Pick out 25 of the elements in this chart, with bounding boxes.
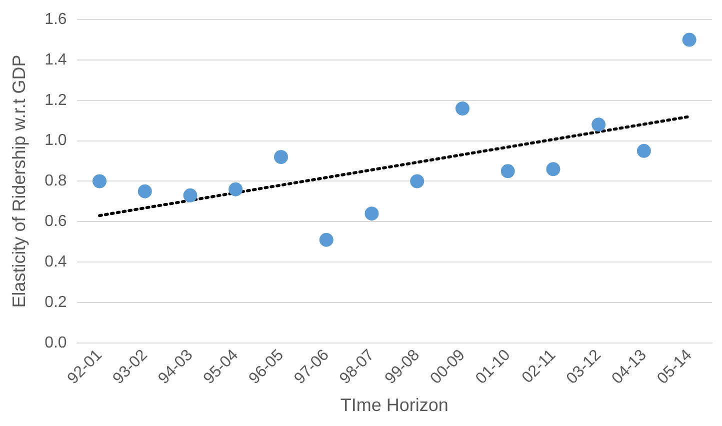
point bbox=[455, 102, 470, 116]
point bbox=[319, 232, 334, 247]
point bbox=[636, 144, 651, 158]
point bbox=[592, 118, 606, 132]
y-tick-label: 1.6 bbox=[44, 11, 67, 28]
y-tick-label: 0.4 bbox=[44, 253, 67, 270]
y-tick-label: 1.4 bbox=[44, 51, 67, 68]
y-tick-label: 0.6 bbox=[44, 213, 67, 230]
y-axis-title: Elasticity of Ridership w.r.t GDP bbox=[8, 54, 29, 308]
point bbox=[410, 174, 424, 188]
point bbox=[546, 162, 560, 176]
y-tick-label: 0.8 bbox=[44, 172, 67, 190]
point bbox=[138, 184, 152, 198]
point bbox=[92, 174, 107, 188]
point bbox=[274, 150, 288, 164]
y-tick-label: 0.2 bbox=[44, 294, 67, 311]
point bbox=[500, 164, 515, 178]
y-tick-label: 0.0 bbox=[44, 334, 67, 352]
point bbox=[682, 32, 696, 47]
y-tick-label: 1.2 bbox=[44, 92, 67, 109]
y-tick-label: 1.0 bbox=[44, 132, 67, 150]
point bbox=[183, 188, 198, 202]
x-axis-title: TIme Horizon bbox=[340, 395, 448, 416]
point bbox=[228, 182, 243, 196]
point bbox=[364, 206, 379, 221]
